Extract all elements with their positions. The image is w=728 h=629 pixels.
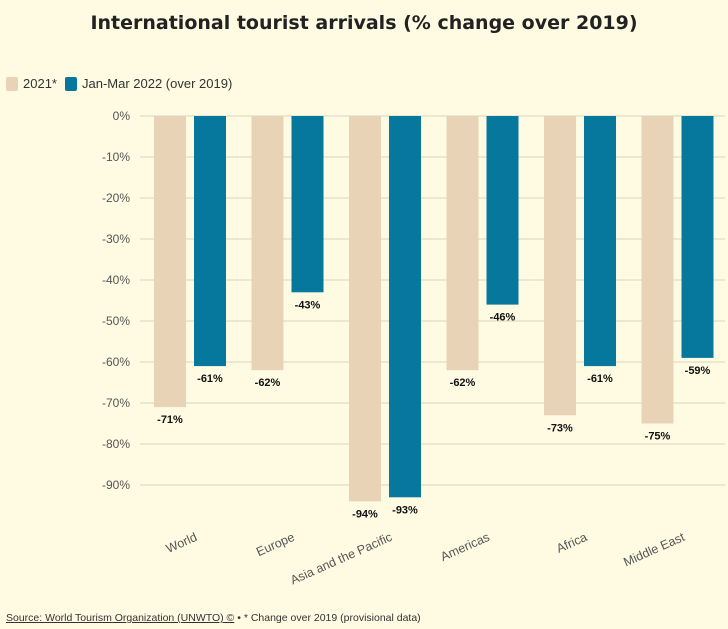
legend-swatch-2022 bbox=[64, 76, 77, 91]
y-tick-label: -60% bbox=[102, 355, 130, 369]
y-tick-label: -80% bbox=[102, 437, 130, 451]
bar-2021 bbox=[154, 116, 186, 408]
y-tick-label: -20% bbox=[102, 191, 130, 205]
data-label: -43% bbox=[295, 299, 321, 311]
data-label: -62% bbox=[255, 377, 281, 389]
data-label: -59% bbox=[685, 365, 711, 377]
chart-title: International tourist arrivals (% change… bbox=[90, 12, 638, 34]
data-label: -94% bbox=[352, 508, 378, 520]
data-label: -73% bbox=[547, 422, 573, 434]
data-label: -61% bbox=[197, 373, 223, 385]
x-tick-label: World bbox=[164, 530, 199, 556]
x-tick-label: Asia and the Pacific bbox=[288, 530, 394, 587]
y-tick-label: -30% bbox=[102, 232, 130, 246]
x-tick-label: Europe bbox=[254, 530, 297, 559]
footer-note: • * Change over 2019 (provisional data) bbox=[234, 612, 421, 624]
data-label: -75% bbox=[645, 431, 671, 443]
legend-swatch-2021 bbox=[6, 76, 18, 91]
data-label: -93% bbox=[392, 504, 418, 516]
bar-2022 bbox=[584, 116, 616, 367]
y-tick-label: -90% bbox=[102, 478, 130, 492]
legend-item-2021[interactable]: 2021* bbox=[6, 76, 57, 91]
legend-label-2022: Jan-Mar 2022 (over 2019) bbox=[81, 76, 233, 91]
y-tick-label: -50% bbox=[102, 314, 130, 328]
x-tick-label: Middle East bbox=[621, 530, 687, 570]
x-tick-label: Americas bbox=[438, 530, 491, 564]
bar-2022 bbox=[681, 116, 714, 358]
y-tick-label: -70% bbox=[102, 396, 130, 410]
data-label: -61% bbox=[587, 373, 613, 385]
data-label: -71% bbox=[157, 414, 183, 426]
bar-2021 bbox=[641, 116, 674, 424]
bar-2022 bbox=[291, 116, 324, 293]
source-link[interactable]: Source: World Tourism Organization (UNWT… bbox=[6, 612, 235, 624]
footer: Source: World Tourism Organization (UNWT… bbox=[6, 612, 421, 624]
data-label: -62% bbox=[450, 377, 476, 389]
bar-chart: 0% -10% -20% -30% -40% -50% -60% -70% -80% -90% -7… bbox=[102, 109, 725, 587]
bar-2022 bbox=[486, 116, 519, 305]
bar-2022 bbox=[389, 116, 421, 498]
bar-2021 bbox=[349, 116, 381, 502]
y-tick-label: -40% bbox=[102, 273, 130, 287]
data-label: -46% bbox=[490, 312, 516, 324]
bar-2022 bbox=[194, 116, 226, 367]
y-tick-label: 0% bbox=[113, 109, 131, 123]
bar-2021 bbox=[251, 116, 284, 371]
bar-2021 bbox=[446, 116, 479, 371]
x-tick-label: Africa bbox=[554, 530, 589, 556]
y-tick-label: -10% bbox=[102, 150, 130, 164]
legend: 2021* Jan-Mar 2022 (over 2019) bbox=[6, 76, 240, 91]
bar-2021 bbox=[544, 116, 576, 416]
legend-label-2021: 2021* bbox=[23, 76, 57, 91]
legend-item-2022[interactable]: Jan-Mar 2022 (over 2019) bbox=[64, 76, 233, 91]
